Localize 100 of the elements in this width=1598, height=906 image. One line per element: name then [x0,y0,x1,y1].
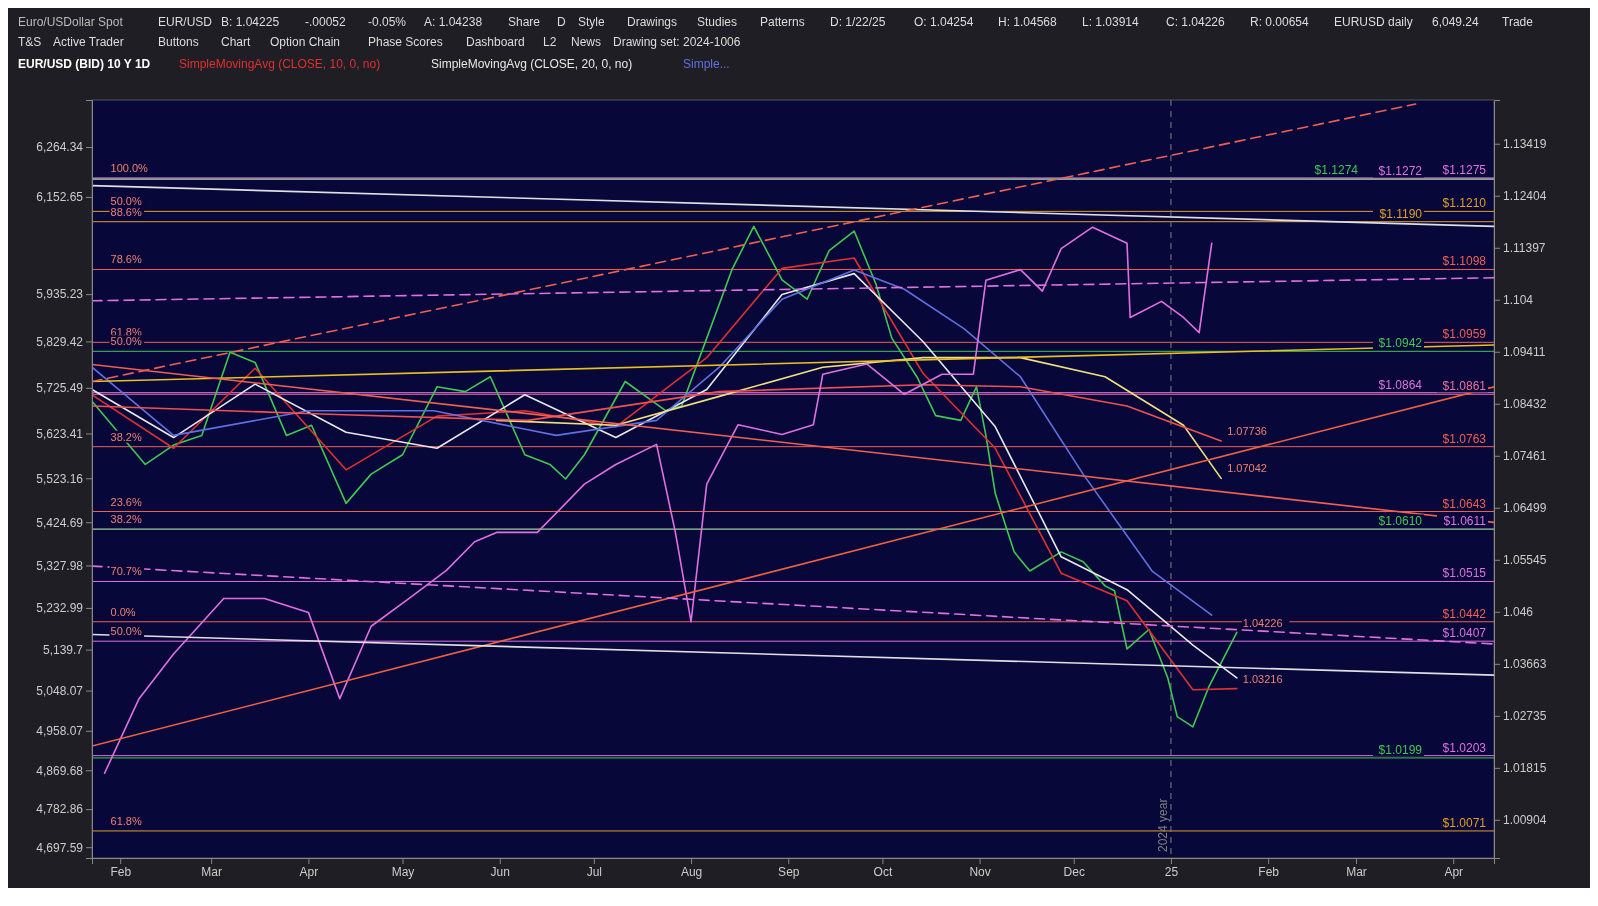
text: Patterns [760,15,805,29]
text: R: 0.00654 [1250,15,1310,29]
y-tick-label: 1.07461 [1503,449,1547,464]
text: SimpleMovingAvg (CLOSE, 20, 0, no) [431,57,633,71]
line-series [92,383,1222,442]
annotation: 100.0% [110,161,149,174]
text: D: 1/22/25 [830,15,886,29]
y2-tick-label: 5,048.07 [36,683,84,698]
y2-tick-label: 4,869.68 [36,763,84,778]
x-tick-label: Apr [299,864,319,879]
annotation: 50.0% [110,335,142,348]
ref-line-label: $1.1190 [1379,206,1423,221]
ref-line-label: $1.1274 [1314,163,1359,178]
x-tick-label: Nov [969,864,991,879]
y-tick-label: 1.13419 [1503,137,1547,152]
ref-line-label: $1.0515 [1442,566,1487,581]
x-tick-label: Mar [1346,864,1367,879]
y2-tick-label: 4,958.07 [36,724,84,739]
annotation: 50.0% [110,625,142,638]
y-tick-label: 1.08432 [1503,397,1547,412]
annotation: 61.8% [110,814,142,827]
text: Simple... [683,57,730,71]
ref-line-label: $1.0763 [1442,431,1487,446]
ref-line-label: $1.1272 [1378,164,1423,179]
y-tick-label: 1.11397 [1503,241,1546,256]
x-tick-label: Aug [680,864,703,879]
ref-line-label: $1.0864 [1378,377,1423,392]
text: Chart [221,35,252,49]
y-tick-label: 1.09411 [1503,345,1546,360]
x-tick-label: Jul [586,864,603,879]
text: News [571,35,602,49]
text: EUR/USD [158,15,213,29]
text: Studies [697,15,738,29]
annotation: 50.0% [110,195,142,208]
line-series [92,269,1213,616]
y-tick-label: 1.02735 [1503,709,1547,724]
text: Drawing set: 2024-1006 [613,35,741,49]
y2-tick-label: 5,935.23 [36,287,84,302]
annotation: 70.7% [110,565,142,578]
y2-tick-label: 5,623.41 [36,426,84,441]
y2-tick-label: 4,697.59 [36,840,84,855]
text: -.00052 [305,15,347,29]
annotation: 38.2% [110,430,142,443]
y-tick-label: 1.046 [1503,605,1534,620]
annotation: 88.6% [110,205,142,218]
ref-line-label: 2024 year [1155,798,1170,852]
y-tick-label: 1.03663 [1503,657,1547,672]
text: -0.05% [368,15,407,29]
y2-tick-label: 5,424.69 [36,515,84,530]
y-tick-label: 1.104 [1503,293,1534,308]
text: EURUSD daily [1334,15,1413,29]
text: Buttons [158,35,199,49]
text: B: 1.04225 [221,15,280,29]
ref-line-label: $1.0199 [1378,742,1423,757]
y-tick-label: 1.05545 [1503,553,1547,568]
x-tick-label: Jun [490,864,510,879]
y2-tick-label: 6,264.34 [36,140,84,155]
y2-tick-label: 4,782.86 [36,802,84,817]
text: Trade [1502,15,1534,29]
text: 6,049.24 [1432,15,1480,29]
ref-line-label: $1.1098 [1442,254,1487,269]
ref-line-label: $1.0861 [1442,379,1487,394]
text: Active Trader [53,35,124,49]
y-tick-label: 1.00904 [1503,813,1547,828]
annotation: 1.03216 [1242,672,1283,685]
text: C: 1.04226 [1166,15,1226,29]
annotation: 38.2% [110,512,142,525]
annotation: 0.0% [110,605,136,618]
y-tick-label: 1.06499 [1503,501,1547,516]
x-tick-label: Dec [1063,864,1085,879]
chart-title: EUR/USD (BID) 10 Y 1D [18,57,151,71]
ref-line-label: $1.1275 [1442,162,1487,177]
ref-line-label: $1.0643 [1442,496,1487,511]
y2-tick-label: 5,829.42 [36,334,84,349]
ref-line-label: $1.0942 [1378,336,1423,351]
ref-line-label: $1.0442 [1442,606,1487,621]
y2-tick-label: 5,327.98 [36,558,84,573]
text: L: 1.03914 [1082,15,1140,29]
x-tick-label: Apr [1444,864,1464,879]
text: Option Chain [270,35,341,49]
ref-line-label: $1.0407 [1442,626,1487,641]
x-tick-label: Sep [778,864,800,879]
text: L2 [543,35,557,49]
y2-tick-label: 5,725.49 [36,381,84,396]
x-tick-label: Feb [1258,864,1280,879]
y2-tick-label: 6,152.65 [36,190,84,205]
x-tick-label: 25 [1164,864,1179,879]
text: D [557,15,566,29]
annotation: 78.6% [110,253,142,266]
text: O: 1.04254 [914,15,974,29]
text: Style [578,15,605,29]
x-tick-label: Mar [201,864,223,879]
ref-line-label: $1.1210 [1442,196,1487,211]
x-tick-label: Oct [873,864,893,879]
y-tick-label: 1.01815 [1503,761,1547,776]
y-tick-label: 1.12404 [1503,189,1547,204]
ref-line-label: $1.0071 [1442,815,1487,830]
text: Phase Scores [368,35,443,49]
x-tick-label: May [391,864,415,879]
ref-line-label: $1.0203 [1442,740,1487,755]
